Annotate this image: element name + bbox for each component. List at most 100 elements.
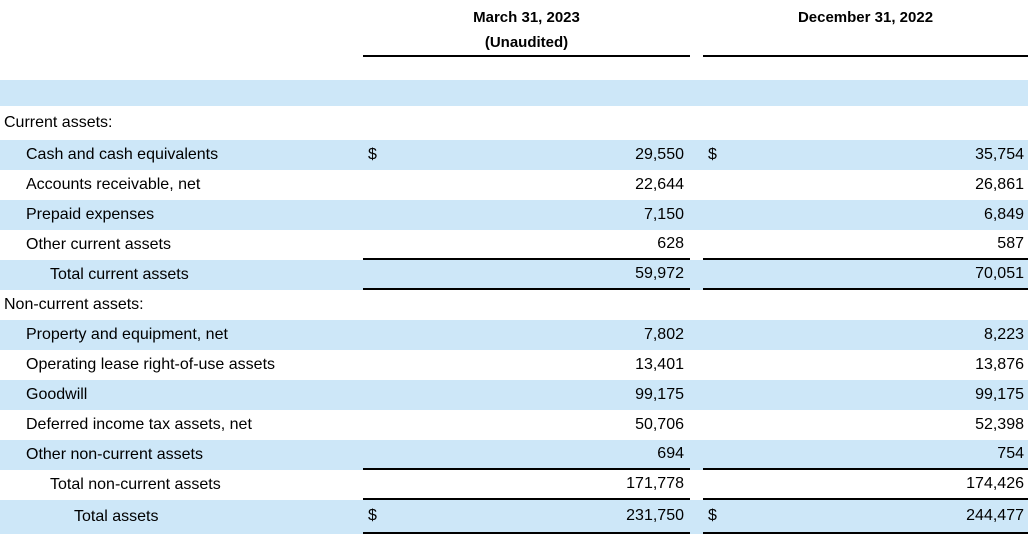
value-cell: 26,861	[703, 170, 1028, 200]
amount: 50,706	[635, 416, 684, 433]
table-row: Other non-current assets 694 754	[0, 440, 1028, 470]
row-label: Total non-current assets	[50, 476, 221, 493]
row-label: Prepaid expenses	[26, 206, 155, 223]
amount: 26,861	[975, 176, 1024, 193]
column-gap	[690, 440, 703, 470]
column-gap	[690, 290, 703, 320]
column-gap	[690, 470, 703, 500]
value-cell	[363, 106, 690, 140]
column-gap	[690, 350, 703, 380]
column-header-date: March 31, 2023	[473, 9, 580, 26]
table-row: Prepaid expenses 7,150 6,849	[0, 200, 1028, 230]
amount: 628	[657, 235, 684, 252]
amount: 99,175	[635, 386, 684, 403]
amount: 7,150	[643, 206, 684, 223]
row-label: Accounts receivable, net	[26, 176, 201, 193]
value-cell: 6,849	[703, 200, 1028, 230]
value-cell: 22,644	[363, 170, 690, 200]
value-cell	[703, 290, 1028, 320]
value-cell: 174,426	[703, 470, 1028, 500]
row-label: Other non-current assets	[26, 446, 203, 463]
value-cell: 70,051	[703, 260, 1028, 290]
amount: 7,802	[643, 326, 684, 343]
row-label: Deferred income tax assets, net	[26, 416, 252, 433]
value-cell: 52,398	[703, 410, 1028, 440]
table-row: Accounts receivable, net 22,644 26,861	[0, 170, 1028, 200]
value-cell	[363, 290, 690, 320]
amount: 29,550	[635, 146, 684, 163]
amount: 70,051	[975, 265, 1024, 282]
column-header-sublabel-empty	[703, 30, 1028, 55]
value-cell: 13,401	[363, 350, 690, 380]
dollar-sign: $	[368, 507, 377, 524]
spacer-row	[0, 80, 1028, 106]
row-label: Cash and cash equivalents	[26, 146, 219, 163]
table-row: Total non-current assets 171,778 174,426	[0, 470, 1028, 500]
value-cell: 7,802	[363, 320, 690, 350]
value-cell: 13,876	[703, 350, 1028, 380]
row-label: Total current assets	[50, 266, 189, 283]
amount: 694	[657, 445, 684, 462]
header-body-gap	[0, 57, 1028, 80]
column-gap	[690, 230, 703, 260]
table-row: Operating lease right-of-use assets 13,40…	[0, 350, 1028, 380]
value-cell: 99,175	[703, 380, 1028, 410]
column-gap	[690, 500, 703, 534]
amount: 13,876	[975, 356, 1024, 373]
column-gap	[690, 106, 703, 140]
column-gap	[690, 260, 703, 290]
column-gap	[690, 320, 703, 350]
amount: 231,750	[626, 507, 684, 524]
value-cell: $29,550	[363, 140, 690, 170]
dollar-sign: $	[368, 146, 377, 163]
amount: 99,175	[975, 386, 1024, 403]
value-cell: 694	[363, 440, 690, 470]
value-cell: 754	[703, 440, 1028, 470]
value-cell: $231,750	[363, 500, 690, 534]
column-gap	[690, 170, 703, 200]
value-cell: $244,477	[703, 500, 1028, 534]
column-gap	[690, 140, 703, 170]
header-label-spacer	[0, 0, 363, 57]
table-header: March 31, 2023 (Unaudited) December 31, …	[0, 0, 1028, 57]
value-cell: 59,972	[363, 260, 690, 290]
row-label: Current assets:	[4, 114, 113, 131]
table-body: Current assets: Cash and cash equivalents…	[0, 80, 1028, 534]
column-gap	[690, 410, 703, 440]
amount: 13,401	[635, 356, 684, 373]
column-gap	[690, 380, 703, 410]
table-row: Total assets $231,750 $244,477	[0, 500, 1028, 534]
amount: 6,849	[983, 206, 1024, 223]
value-cell: 99,175	[363, 380, 690, 410]
section-header-row: Non-current assets:	[0, 290, 1028, 320]
table-row: Total current assets 59,972 70,051	[0, 260, 1028, 290]
amount: 59,972	[635, 265, 684, 282]
row-label: Total assets	[74, 508, 159, 525]
table-row: Goodwill 99,175 99,175	[0, 380, 1028, 410]
value-cell: $35,754	[703, 140, 1028, 170]
row-label: Non-current assets:	[4, 296, 144, 313]
row-label: Property and equipment, net	[26, 326, 228, 343]
value-cell	[703, 106, 1028, 140]
amount: 754	[997, 445, 1024, 462]
value-cell: 171,778	[363, 470, 690, 500]
row-label: Other current assets	[26, 236, 171, 253]
dollar-sign: $	[708, 146, 717, 163]
table-row: Property and equipment, net 7,802 8,223	[0, 320, 1028, 350]
value-cell: 7,150	[363, 200, 690, 230]
column-gap	[690, 200, 703, 230]
amount: 174,426	[966, 475, 1024, 492]
amount: 22,644	[635, 176, 684, 193]
section-header-row: Current assets:	[0, 106, 1028, 140]
column-header-unaudited: (Unaudited)	[484, 34, 569, 51]
row-label: Goodwill	[26, 386, 88, 403]
column-header-march-2023: March 31, 2023 (Unaudited)	[363, 0, 690, 57]
table-row: Deferred income tax assets, net 50,706 52,…	[0, 410, 1028, 440]
table-row: Other current assets 628 587	[0, 230, 1028, 260]
amount: 8,223	[983, 326, 1024, 343]
amount: 587	[997, 235, 1024, 252]
value-cell: 587	[703, 230, 1028, 260]
column-header-date: December 31, 2022	[797, 9, 934, 26]
amount: 35,754	[975, 146, 1024, 163]
